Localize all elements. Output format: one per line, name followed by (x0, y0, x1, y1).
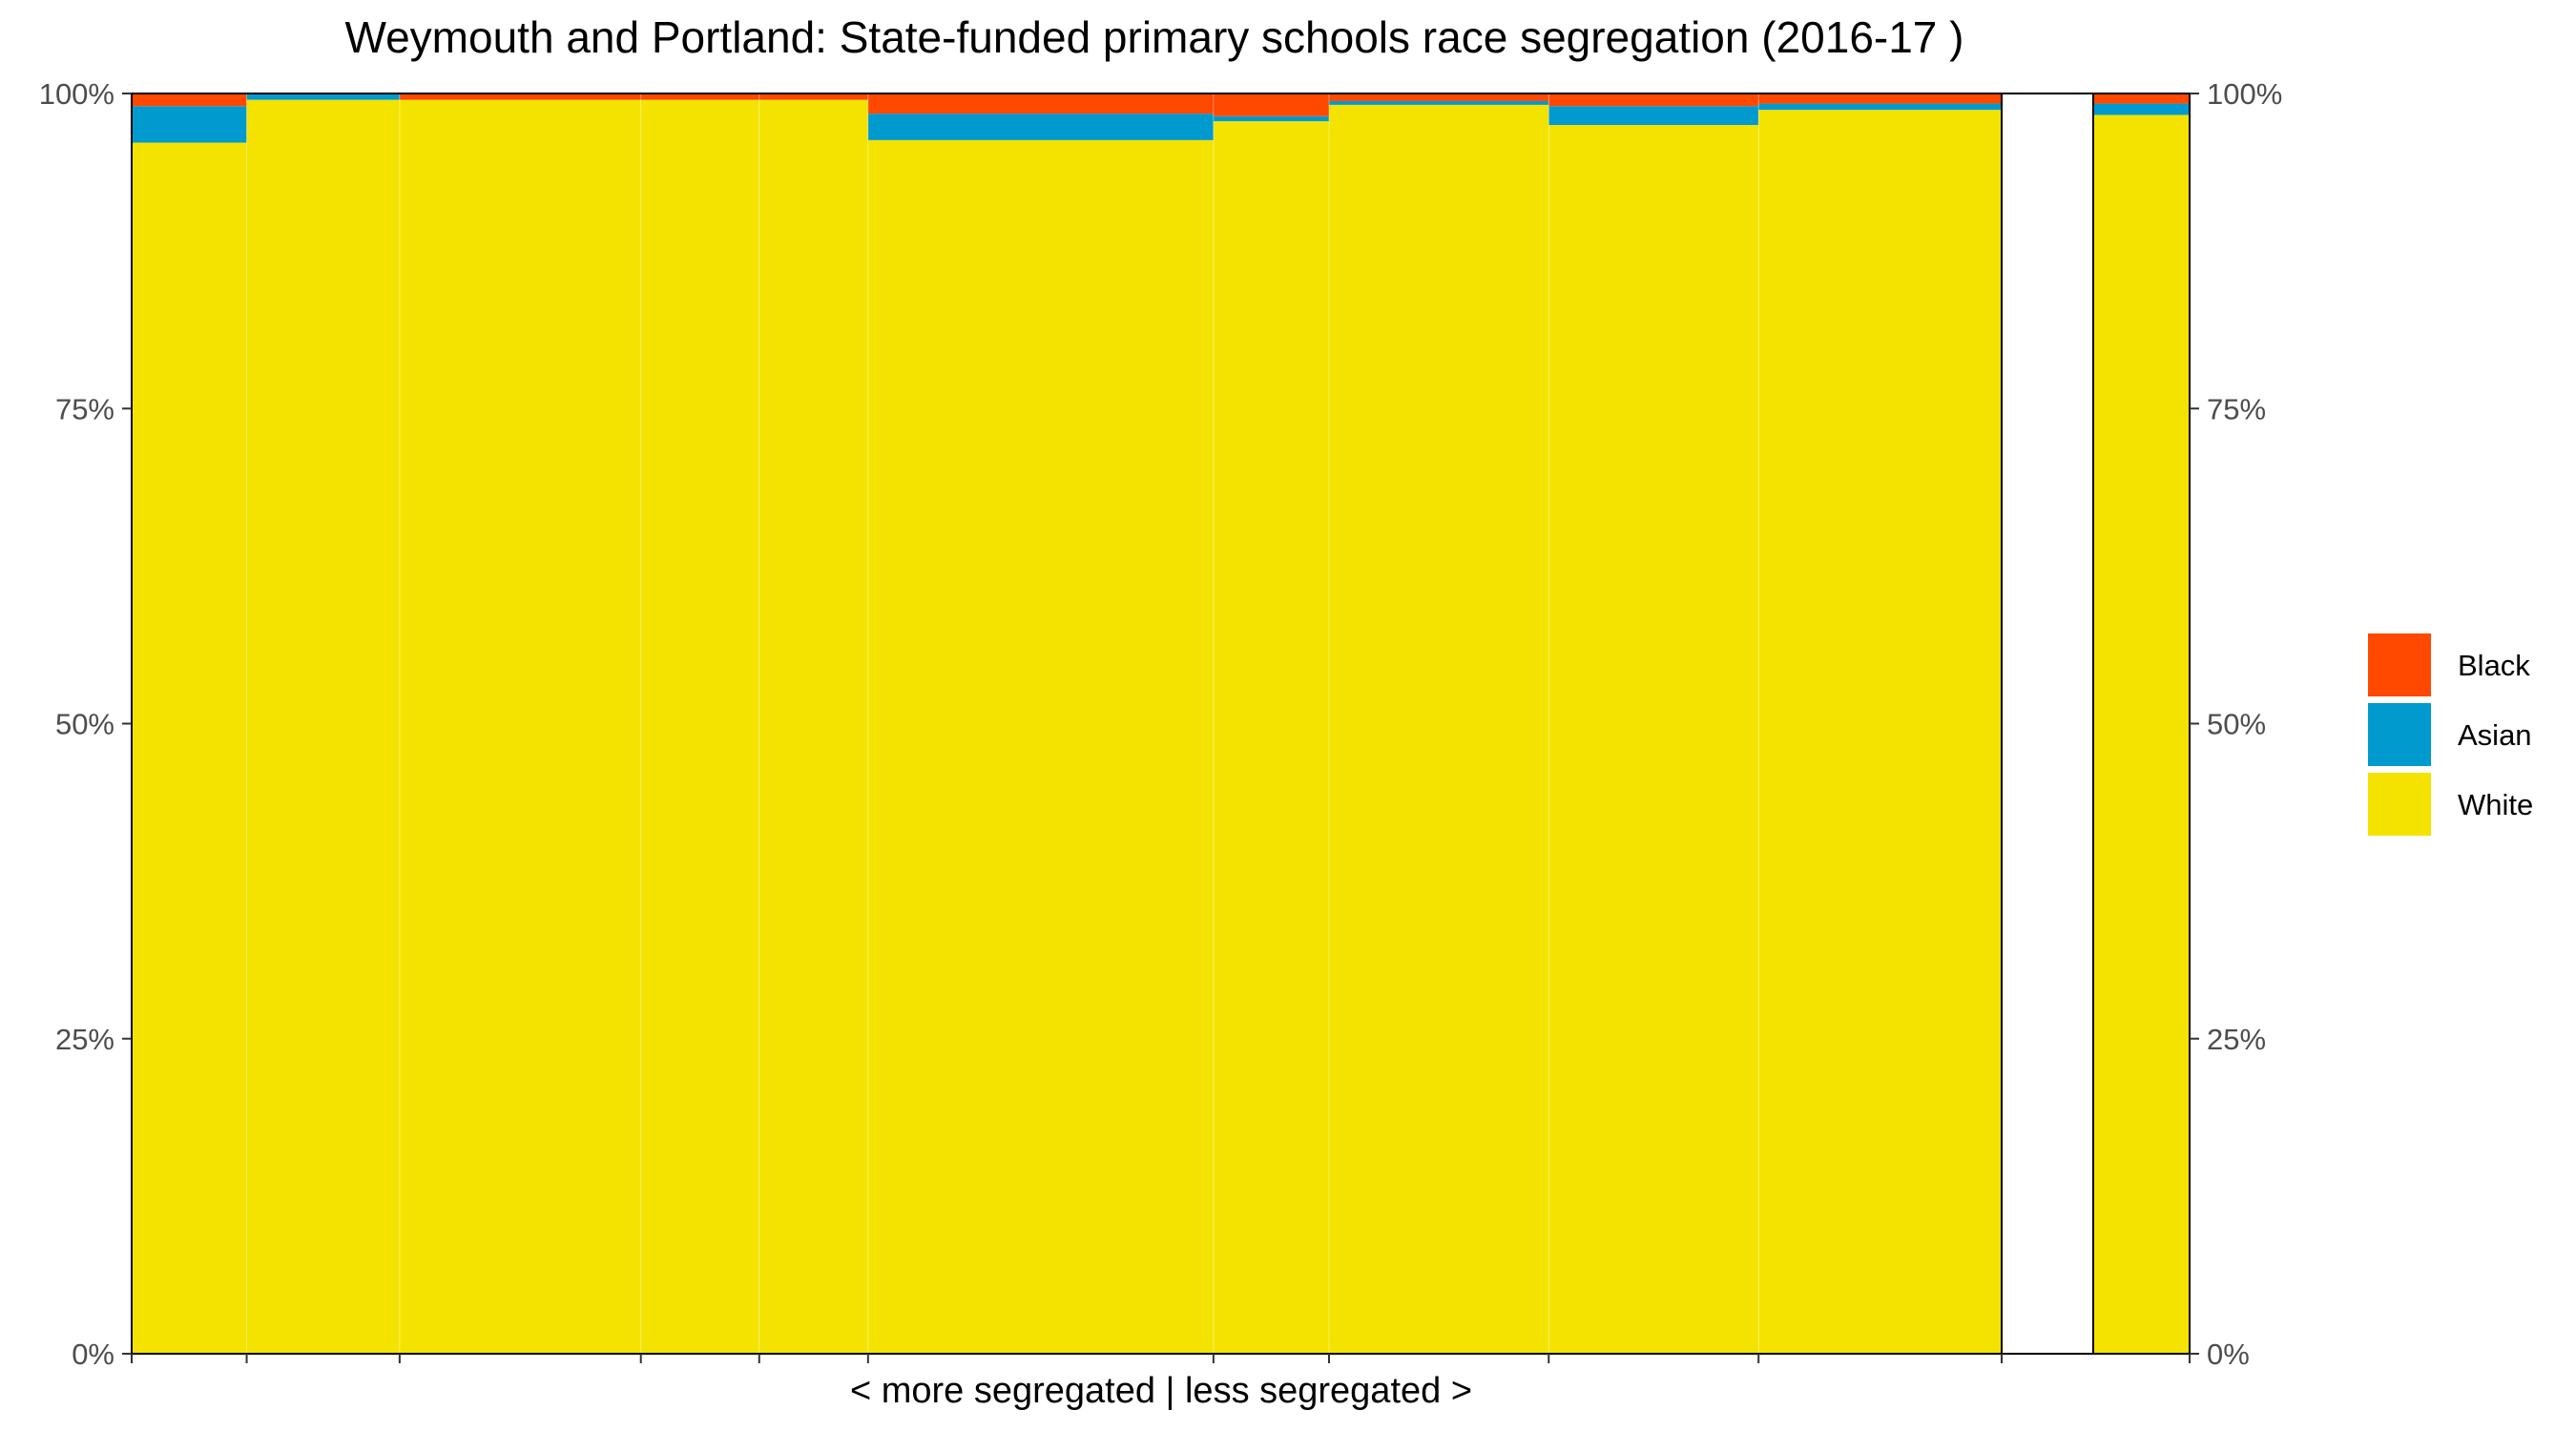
y-tick-label-left: 0% (72, 1338, 114, 1371)
school-bar (1548, 93, 1759, 1354)
y-tick-label-right: 0% (2207, 1338, 2250, 1371)
legend-swatch (2368, 703, 2431, 766)
bar-segment-white (758, 99, 868, 1355)
bar-segment-white (1213, 121, 1329, 1354)
legend-label: Asian (2458, 718, 2532, 752)
overall-segment-white (2093, 114, 2190, 1354)
legend-item-asian: Asian (2368, 703, 2532, 766)
bar-segment-black (640, 93, 759, 100)
bar-segment-white (399, 99, 641, 1355)
y-tick-label-left: 50% (55, 708, 114, 741)
bar-segment-black (399, 93, 641, 100)
legend-swatch (2368, 633, 2431, 696)
school-bar (246, 93, 400, 1355)
overall-bar (2093, 93, 2190, 1354)
bar-segment-white (867, 139, 1214, 1355)
overall-segment-black (2093, 93, 2190, 104)
legend-swatch (2368, 773, 2431, 836)
y-tick-label-left: 25% (55, 1023, 114, 1056)
bar-segment-asian (867, 114, 1214, 140)
legend-label: Black (2458, 649, 2530, 682)
bar-segment-asian (1548, 106, 1759, 126)
legend: Black Asian White (2368, 633, 2533, 836)
bar-segment-black (132, 93, 247, 107)
school-bar (132, 93, 247, 1354)
school-bar (1328, 93, 1549, 1354)
legend-item-white: White (2368, 773, 2533, 836)
x-axis-label: < more segregated | less segregated > (850, 1371, 1472, 1411)
y-tick-label-right: 100% (2207, 77, 2282, 111)
chart-title: Weymouth and Portland: State-funded prim… (345, 12, 1964, 62)
y-tick-label-left: 100% (39, 77, 114, 111)
bar-segment-black (758, 93, 868, 100)
overall-segment-asian (2093, 103, 2190, 115)
bar-segment-white (1758, 110, 2002, 1355)
school-bar (758, 93, 868, 1355)
bar-segment-white (246, 99, 400, 1355)
bar-segment-asian (246, 93, 400, 100)
axes-layer: 0% 0% 25% 25% 50% 50% 75% 75% 100% 100% (39, 77, 2283, 1371)
school-bar (1213, 93, 1329, 1354)
y-tick-label-right: 25% (2207, 1023, 2266, 1056)
y-tick-label-right: 50% (2207, 708, 2266, 741)
bar-segment-black (867, 93, 1214, 114)
legend-label: White (2458, 788, 2533, 821)
school-bar (867, 93, 1214, 1355)
bar-segment-white (132, 142, 247, 1354)
bar-segment-black (1758, 93, 2002, 104)
bar-segment-black (1213, 93, 1329, 116)
gap-frame (2001, 93, 2094, 1355)
bar-segment-white (1328, 104, 1549, 1354)
school-bar (640, 93, 759, 1355)
legend-item-black: Black (2368, 633, 2530, 696)
y-tick-label-left: 75% (55, 392, 114, 425)
y-tick-label-right: 75% (2207, 392, 2266, 425)
school-bar (1758, 93, 2002, 1355)
bars-layer (132, 93, 2190, 1355)
bar-segment-black (1548, 93, 1759, 107)
bar-segment-white (1548, 125, 1759, 1354)
bar-segment-black (1328, 93, 1549, 101)
bar-segment-asian (132, 106, 247, 143)
bar-segment-asian (1758, 103, 2002, 111)
bar-segment-white (640, 99, 759, 1355)
bar-segment-asian (1328, 100, 1549, 105)
bar-segment-asian (1213, 115, 1329, 122)
school-bar (399, 93, 641, 1355)
